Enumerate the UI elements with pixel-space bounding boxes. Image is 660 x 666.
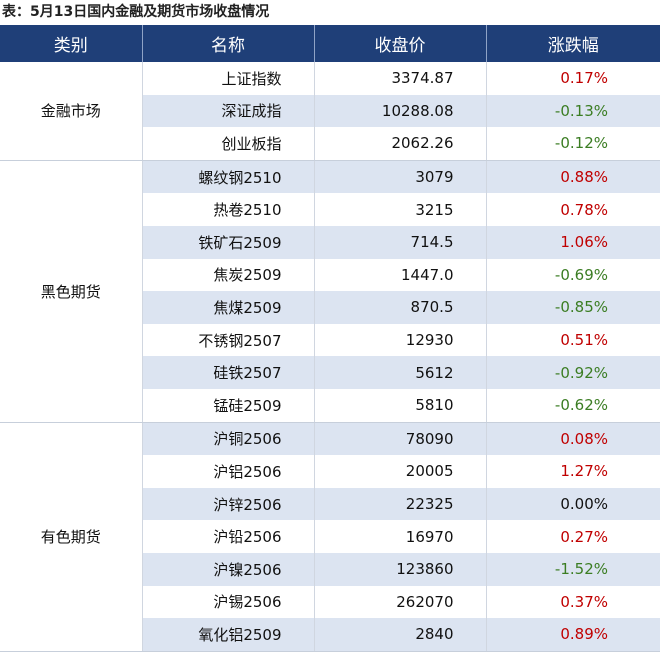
change-cell: -0.85% — [486, 291, 660, 324]
category-cell: 有色期货 — [0, 422, 143, 652]
name-cell: 铁矿石2509 — [142, 225, 315, 259]
name-cell: 沪铜2506 — [142, 422, 315, 456]
close-cell: 2840 — [314, 618, 487, 652]
table-row: 沪铝2506 20005 1.27% — [0, 455, 660, 488]
name-cell: 沪铅2506 — [142, 520, 315, 553]
table-body: 金融市场 上证指数 3374.87 0.17% 深证成指 10288.08 -0.13% 创业… — [0, 62, 660, 652]
change-cell: 0.00% — [486, 487, 660, 521]
name-cell: 焦煤2509 — [142, 291, 315, 324]
header-close: 收盘价 — [314, 25, 487, 62]
change-cell: -1.52% — [486, 552, 660, 586]
close-cell: 262070 — [314, 585, 487, 619]
name-cell: 锰硅2509 — [142, 388, 315, 423]
table-row: 深证成指 10288.08 -0.13% — [0, 94, 660, 128]
close-cell: 22325 — [314, 487, 487, 521]
change-cell: -0.12% — [486, 127, 660, 161]
name-cell: 沪锡2506 — [142, 585, 315, 619]
name-cell: 氧化铝2509 — [142, 618, 315, 652]
close-cell: 123860 — [314, 552, 487, 586]
close-cell: 3374.87 — [314, 62, 487, 95]
change-cell: 0.78% — [560, 200, 608, 219]
table-row: 沪锌2506 22325 0.00% — [0, 487, 660, 521]
change-cell: 0.88% — [486, 160, 660, 194]
table-row: 金融市场 上证指数 3374.87 0.17% — [0, 62, 660, 161]
name-cell: 焦炭2509 — [142, 258, 315, 292]
name-cell: 沪锌2506 — [142, 487, 315, 521]
change-cell: 1.27% — [560, 462, 608, 481]
table-row: 沪锡2506 262070 0.37% — [0, 585, 660, 619]
table-row: 沪镍2506 123860 -1.52% — [0, 552, 660, 586]
table-row: 铁矿石2509 714.5 1.06% — [0, 225, 660, 259]
table-row: 创业板指 2062.26 -0.12% — [0, 127, 660, 161]
category-cell: 黑色期货 — [0, 160, 143, 423]
change-cell: 0.37% — [560, 592, 608, 611]
table-header: 类别 名称 收盘价 涨跌幅 — [0, 25, 660, 62]
close-cell: 16970 — [314, 520, 487, 553]
category-cell: 金融市场 — [0, 62, 143, 161]
table-row: 沪铅2506 16970 0.27% — [0, 520, 660, 553]
close-cell: 78090 — [314, 422, 487, 456]
table-row: 有色期货 沪铜2506 78090 0.08% — [0, 422, 660, 652]
close-cell: 2062.26 — [314, 127, 487, 161]
table-row: 氧化铝2509 2840 0.89% — [0, 618, 660, 652]
change-cell: 0.51% — [560, 331, 608, 350]
close-cell: 10288.08 — [314, 94, 487, 128]
close-cell: 870.5 — [314, 291, 487, 324]
close-cell: 3079 — [314, 160, 487, 194]
name-cell: 螺纹钢2510 — [142, 160, 315, 194]
name-cell: 上证指数 — [142, 62, 315, 95]
close-cell: 12930 — [314, 323, 487, 357]
name-cell: 热卷2510 — [142, 193, 315, 226]
close-cell: 5612 — [314, 356, 487, 389]
market-close-table: 类别 名称 收盘价 涨跌幅 金融市场 上证指数 3374.87 0.17% 深证成指 10… — [0, 25, 660, 652]
close-cell: 5810 — [314, 388, 487, 423]
change-cell: 1.06% — [486, 225, 660, 259]
change-cell: 0.89% — [486, 618, 660, 652]
change-cell: -0.13% — [486, 94, 660, 128]
header-name: 名称 — [142, 25, 315, 62]
table-row: 焦煤2509 870.5 -0.85% — [0, 291, 660, 324]
table-row: 黑色期货 螺纹钢2510 3079 0.88% — [0, 160, 660, 423]
header-category: 类别 — [0, 25, 143, 62]
close-cell: 20005 — [314, 455, 487, 488]
close-cell: 714.5 — [314, 225, 487, 259]
change-cell: -0.69% — [554, 265, 608, 284]
table-row: 锰硅2509 5810 -0.62% — [0, 388, 660, 423]
header-change: 涨跌幅 — [486, 25, 660, 62]
name-cell: 沪镍2506 — [142, 552, 315, 586]
change-cell: -0.92% — [486, 356, 660, 389]
close-cell: 3215 — [314, 193, 487, 226]
close-cell: 1447.0 — [314, 258, 487, 292]
table-caption: 表：5月13日国内金融及期货市场收盘情况 — [2, 4, 270, 20]
name-cell: 沪铝2506 — [142, 455, 315, 488]
change-cell: 0.17% — [560, 69, 608, 88]
change-cell: 0.08% — [486, 422, 660, 456]
name-cell: 不锈钢2507 — [142, 323, 315, 357]
name-cell: 创业板指 — [142, 127, 315, 161]
table-row: 焦炭2509 1447.0 -0.69% — [0, 258, 660, 292]
change-cell: 0.27% — [560, 527, 608, 546]
change-cell: -0.62% — [486, 388, 660, 423]
table-row: 热卷2510 3215 0.78% — [0, 193, 660, 226]
name-cell: 硅铁2507 — [142, 356, 315, 389]
table-row: 硅铁2507 5612 -0.92% — [0, 356, 660, 389]
table-row: 不锈钢2507 12930 0.51% — [0, 323, 660, 357]
name-cell: 深证成指 — [142, 94, 315, 128]
